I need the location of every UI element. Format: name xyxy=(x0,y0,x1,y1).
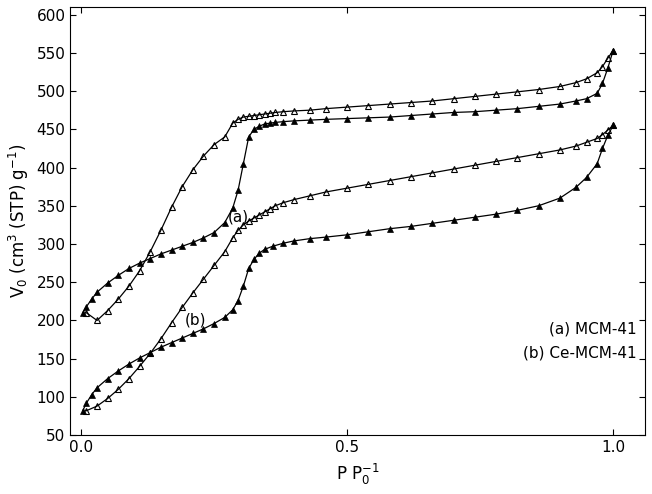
X-axis label: P P$_0^{-1}$: P P$_0^{-1}$ xyxy=(336,462,379,487)
Text: (a) MCM-41
(b) Ce-MCM-41: (a) MCM-41 (b) Ce-MCM-41 xyxy=(523,321,636,361)
Text: (b): (b) xyxy=(185,312,206,328)
Text: (a): (a) xyxy=(228,209,248,224)
Y-axis label: V$_0$ (cm$^3$ (STP) g$^{-1}$): V$_0$ (cm$^3$ (STP) g$^{-1}$) xyxy=(7,144,31,298)
